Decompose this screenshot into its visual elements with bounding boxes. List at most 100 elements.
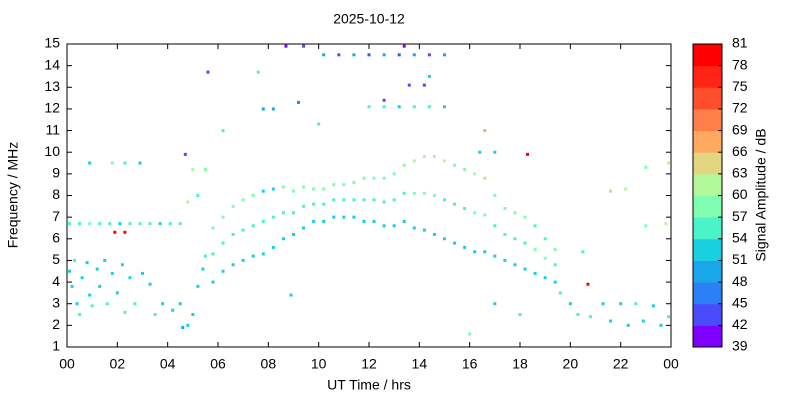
point bbox=[241, 228, 245, 232]
colorbar-tick-label: 69 bbox=[732, 121, 748, 137]
colorbar-swatch bbox=[693, 325, 722, 348]
point bbox=[473, 172, 477, 176]
point bbox=[118, 222, 122, 226]
point bbox=[518, 313, 522, 317]
point bbox=[402, 44, 406, 48]
point bbox=[352, 53, 356, 57]
point bbox=[88, 293, 92, 297]
x-tick-label: 18 bbox=[512, 356, 528, 372]
point bbox=[422, 228, 426, 232]
point bbox=[105, 302, 109, 306]
point bbox=[281, 237, 285, 241]
point bbox=[337, 53, 341, 57]
point bbox=[352, 215, 356, 219]
point bbox=[297, 100, 301, 104]
x-tick-label: 02 bbox=[110, 356, 126, 372]
x-tick-label: 10 bbox=[311, 356, 327, 372]
point bbox=[463, 206, 467, 210]
point bbox=[478, 150, 482, 154]
point bbox=[568, 302, 572, 306]
point bbox=[473, 211, 477, 215]
point bbox=[362, 176, 366, 180]
y-tick-label: 5 bbox=[52, 251, 60, 267]
point bbox=[191, 168, 195, 172]
point bbox=[483, 129, 487, 133]
point bbox=[382, 105, 386, 109]
point bbox=[609, 319, 613, 323]
point bbox=[412, 105, 416, 109]
point bbox=[624, 187, 628, 191]
y-tick-label: 3 bbox=[52, 294, 60, 310]
colorbar-tick-label: 66 bbox=[732, 143, 748, 159]
colorbar-label: Signal Amplitude / dB bbox=[753, 128, 769, 261]
plot-frame bbox=[66, 43, 672, 348]
point bbox=[468, 332, 472, 336]
colorbar-swatch bbox=[693, 130, 722, 153]
point bbox=[78, 222, 82, 226]
point bbox=[110, 271, 114, 275]
point bbox=[138, 161, 142, 165]
colorbar-tick-label: 54 bbox=[732, 229, 748, 245]
point bbox=[342, 215, 346, 219]
point bbox=[402, 163, 406, 167]
point bbox=[367, 53, 371, 57]
point bbox=[211, 226, 215, 230]
point bbox=[609, 189, 613, 193]
point bbox=[382, 224, 386, 228]
point bbox=[332, 198, 336, 202]
colorbar-swatch bbox=[693, 87, 722, 110]
colorbar-tick-label: 45 bbox=[732, 294, 748, 310]
point bbox=[651, 304, 655, 308]
colorbar-tick-label: 81 bbox=[732, 35, 748, 51]
colorbar-swatch bbox=[693, 303, 722, 326]
point bbox=[80, 276, 84, 280]
x-tick-label: 00 bbox=[663, 356, 679, 372]
point bbox=[427, 74, 431, 78]
point bbox=[221, 241, 225, 245]
colorbar-swatch bbox=[693, 152, 722, 175]
point bbox=[103, 258, 107, 262]
point bbox=[533, 224, 537, 228]
point bbox=[523, 267, 527, 271]
point bbox=[317, 122, 321, 126]
point bbox=[95, 267, 99, 271]
point bbox=[581, 250, 585, 254]
point bbox=[88, 161, 92, 165]
point bbox=[88, 222, 92, 226]
point bbox=[302, 44, 306, 48]
point bbox=[206, 70, 210, 74]
point bbox=[138, 222, 142, 226]
point bbox=[558, 291, 562, 295]
point bbox=[186, 200, 190, 204]
point bbox=[284, 44, 288, 48]
point bbox=[292, 211, 295, 215]
point bbox=[362, 198, 366, 202]
point bbox=[161, 302, 165, 306]
point bbox=[432, 232, 436, 236]
point bbox=[231, 204, 235, 208]
point bbox=[203, 254, 207, 258]
point bbox=[664, 222, 668, 226]
point bbox=[78, 313, 82, 317]
point bbox=[432, 155, 436, 159]
point bbox=[586, 282, 590, 286]
y-tick-label: 14 bbox=[44, 56, 60, 72]
point bbox=[256, 70, 260, 74]
point bbox=[292, 189, 295, 193]
point bbox=[432, 194, 436, 197]
point bbox=[168, 222, 172, 226]
point bbox=[322, 202, 326, 206]
point bbox=[543, 276, 547, 280]
colorbar-tick-label: 39 bbox=[732, 338, 748, 354]
x-tick-label: 14 bbox=[412, 356, 428, 372]
point bbox=[281, 211, 285, 215]
point bbox=[533, 248, 537, 252]
point bbox=[666, 161, 670, 165]
point bbox=[533, 271, 537, 275]
point bbox=[231, 232, 235, 236]
x-axis-label: UT Time / hrs bbox=[327, 377, 411, 393]
point bbox=[231, 263, 235, 267]
point bbox=[201, 267, 205, 271]
point bbox=[513, 237, 517, 241]
